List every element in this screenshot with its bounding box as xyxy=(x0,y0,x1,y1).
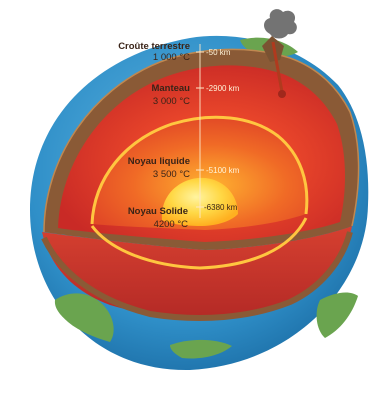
label-crust-temp: 1 000 °C xyxy=(153,52,190,63)
volcano-smoke xyxy=(264,9,297,39)
label-crust-name: Croûte terrestre xyxy=(118,41,190,52)
cut-floor-crust xyxy=(41,231,353,321)
magma-chamber xyxy=(278,90,286,98)
cutaway xyxy=(41,48,360,321)
label-crust-depth: -50 km xyxy=(206,48,231,57)
label-inner-core-temp: 4200 °C xyxy=(154,219,189,230)
outer-core-ring-floor xyxy=(90,217,308,270)
outer-core-layer xyxy=(92,117,307,230)
magma-chimney xyxy=(271,41,284,93)
depth-ticks xyxy=(196,51,204,208)
volcano xyxy=(262,9,297,98)
continent-right xyxy=(316,292,358,338)
label-mantle-temp: 3 000 °C xyxy=(153,96,190,107)
label-outer-core-name: Noyau liquide xyxy=(128,156,190,167)
outer-core-ring xyxy=(90,115,309,225)
continent-bottom xyxy=(170,339,232,359)
crust-edge xyxy=(43,48,360,233)
label-inner-core-depth: -6380 km xyxy=(204,203,238,212)
continent-left xyxy=(54,293,114,342)
layer-labels: Croûte terrestre 1 000 °C -50 km Manteau… xyxy=(118,41,239,230)
label-inner-core-name: Noyau Solide xyxy=(128,206,188,217)
label-outer-core-depth: -5100 km xyxy=(206,166,240,175)
label-outer-core-temp: 3 500 °C xyxy=(153,169,190,180)
label-mantle-depth: -2900 km xyxy=(206,84,240,93)
label-mantle-name: Manteau xyxy=(151,83,190,94)
